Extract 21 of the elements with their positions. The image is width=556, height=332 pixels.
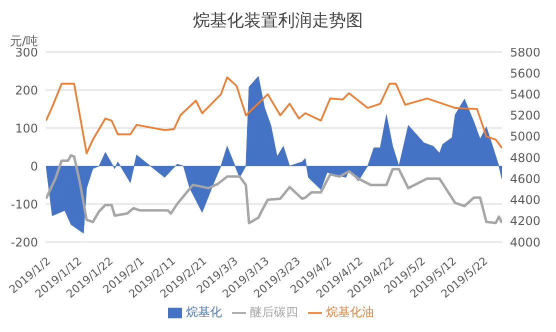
y2-tick-label: 5200 <box>510 108 541 123</box>
legend-label: 烷基化油 <box>326 305 374 319</box>
y2-tick-label: 4400 <box>510 193 541 208</box>
legend-label: 烷基化 <box>186 305 222 319</box>
y2-tick-label: 5400 <box>510 87 541 102</box>
y2-tick-label: 4800 <box>510 150 541 165</box>
y-axis-title: 元/吨 <box>10 34 38 48</box>
legend-label: 醚后碳四 <box>250 305 298 319</box>
chart-title: 烷基化装置利润走势图 <box>192 10 364 33</box>
line-series <box>46 76 502 154</box>
y-tick-label: -200 <box>10 235 38 250</box>
y2-tick-label: 4600 <box>510 172 541 186</box>
y2-tick-label: 4000 <box>510 235 541 250</box>
y-tick-label: 100 <box>15 121 38 136</box>
line-series <box>46 154 502 224</box>
y2-tick-label: 5600 <box>510 66 541 80</box>
y-tick-label: 0 <box>30 159 38 174</box>
y2-tick-label: 5000 <box>510 130 541 144</box>
y-tick-label: -100 <box>10 197 38 212</box>
y-tick-label: 200 <box>15 83 38 98</box>
y2-tick-label: 4200 <box>510 214 541 228</box>
